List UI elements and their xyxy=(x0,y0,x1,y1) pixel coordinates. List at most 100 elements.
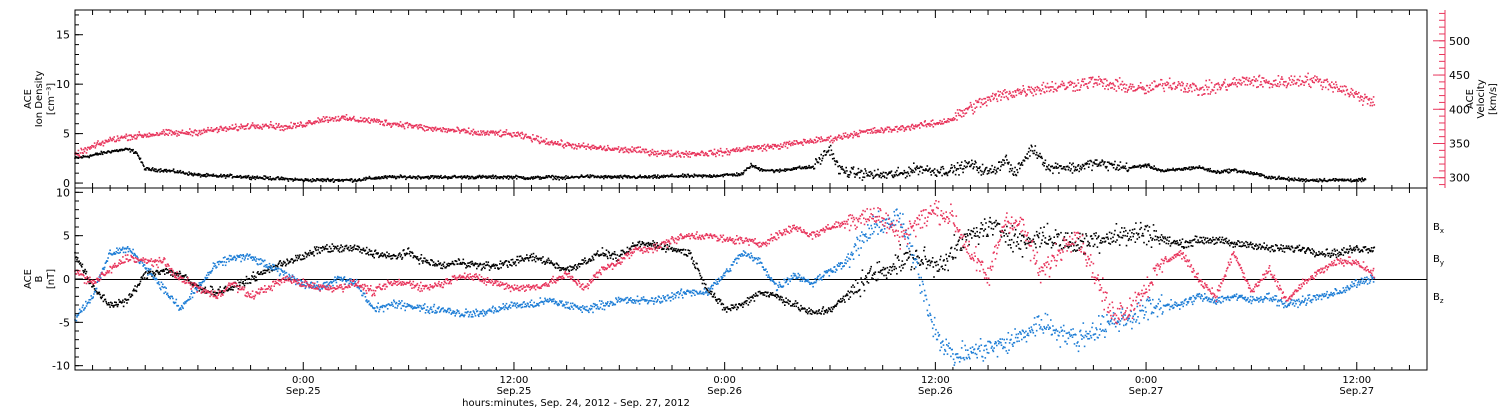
ion-density-point xyxy=(1315,180,1317,182)
velocity-point xyxy=(402,124,404,126)
velocity-point xyxy=(578,145,581,147)
velocity-point xyxy=(958,114,960,117)
velocity-point xyxy=(328,119,330,122)
velocity-point xyxy=(1096,84,1099,86)
ion-density-point xyxy=(253,177,255,179)
velocity-point xyxy=(324,117,326,120)
velocity-point xyxy=(975,99,977,102)
velocity-point xyxy=(1352,94,1355,97)
velocity-point xyxy=(628,151,630,154)
bx-point xyxy=(480,263,482,266)
bx-point xyxy=(239,281,242,284)
bx-point xyxy=(519,255,522,257)
velocity-point xyxy=(253,126,256,128)
velocity-point xyxy=(254,127,257,130)
ion-density-point xyxy=(683,175,685,177)
ion-density-point xyxy=(1046,166,1049,168)
bx-point xyxy=(468,262,471,264)
velocity-point xyxy=(716,152,718,154)
velocity-point xyxy=(503,131,506,133)
bx-point xyxy=(82,269,84,272)
bx-point xyxy=(359,251,361,253)
velocity-point xyxy=(194,129,196,131)
ion-density-point xyxy=(463,176,465,179)
ion-density-point xyxy=(750,164,753,167)
velocity-point xyxy=(494,130,497,133)
bx-point xyxy=(646,242,648,245)
velocity-point xyxy=(638,150,641,152)
velocity-point xyxy=(1300,83,1303,85)
bx-point xyxy=(276,265,279,268)
velocity-point xyxy=(1335,83,1338,86)
bx-point xyxy=(157,271,159,274)
velocity-point xyxy=(95,143,98,146)
ion-density-point xyxy=(372,178,375,180)
velocity-point xyxy=(493,132,496,134)
ion-density-point xyxy=(838,165,841,167)
ion-density-point xyxy=(1166,168,1169,170)
velocity-point xyxy=(997,90,999,93)
velocity-point xyxy=(90,147,92,149)
ion-density-point xyxy=(910,171,912,173)
ion-density-point xyxy=(420,178,422,180)
ion-density-point xyxy=(613,176,615,179)
velocity-point xyxy=(1099,78,1101,80)
bx-point xyxy=(609,254,611,257)
bx-point xyxy=(80,264,82,267)
bx-point xyxy=(676,250,679,252)
velocity-point xyxy=(819,138,821,141)
ion-density-point xyxy=(534,177,536,179)
ion-density-point xyxy=(480,175,483,178)
bx-point xyxy=(508,261,510,263)
bx-point xyxy=(316,252,319,255)
ion-density-point xyxy=(270,178,272,180)
velocity-point xyxy=(327,121,329,123)
bx-point xyxy=(309,249,311,252)
velocity-point xyxy=(289,125,291,127)
velocity-point xyxy=(711,153,713,155)
ion-density-point xyxy=(609,175,612,178)
velocity-axis-title-line3: [km/s] xyxy=(1488,83,1499,115)
ion-density-point xyxy=(740,174,742,176)
velocity-point xyxy=(314,120,317,122)
ion-density-point xyxy=(1159,169,1161,171)
ion-density-point xyxy=(465,177,467,179)
ion-density-point xyxy=(1298,180,1301,182)
velocity-point xyxy=(812,141,814,143)
bx-point xyxy=(224,285,227,288)
ion-density-point xyxy=(280,176,283,178)
ion-density-point xyxy=(1103,162,1105,164)
velocity-point xyxy=(85,147,87,150)
velocity-point xyxy=(1295,83,1297,85)
ion-density-point xyxy=(977,171,980,174)
velocity-point xyxy=(1316,78,1319,80)
bx-point xyxy=(597,254,600,256)
velocity-point xyxy=(1337,90,1339,93)
ion-density-point xyxy=(544,176,547,179)
ion-density-point xyxy=(321,178,323,180)
bx-point xyxy=(429,264,431,266)
velocity-point xyxy=(962,112,964,114)
velocity-point xyxy=(453,130,455,133)
velocity-point xyxy=(719,150,721,152)
velocity-point xyxy=(940,122,943,125)
bx-point xyxy=(605,253,607,256)
ion-density-point xyxy=(326,178,328,181)
velocity-point xyxy=(651,148,654,151)
velocity-point xyxy=(1285,86,1288,89)
velocity-point xyxy=(1203,89,1205,91)
bx-point xyxy=(108,304,111,306)
ion-density-point xyxy=(481,176,483,179)
ion-density-point xyxy=(972,167,974,170)
bx-point xyxy=(121,301,124,303)
velocity-point xyxy=(162,132,164,135)
velocity-point xyxy=(320,119,323,121)
velocity-point xyxy=(1087,87,1089,89)
bx-point xyxy=(571,268,574,271)
velocity-point xyxy=(958,109,961,111)
velocity-point xyxy=(1331,81,1333,83)
velocity-point xyxy=(1259,84,1261,86)
bx-point xyxy=(447,264,449,267)
velocity-point xyxy=(623,147,625,150)
bx-point xyxy=(668,245,671,247)
